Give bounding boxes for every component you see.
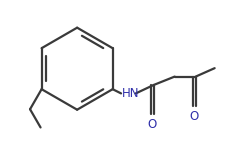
Text: O: O xyxy=(189,110,198,123)
Text: HN: HN xyxy=(122,87,139,100)
Text: O: O xyxy=(147,118,156,131)
